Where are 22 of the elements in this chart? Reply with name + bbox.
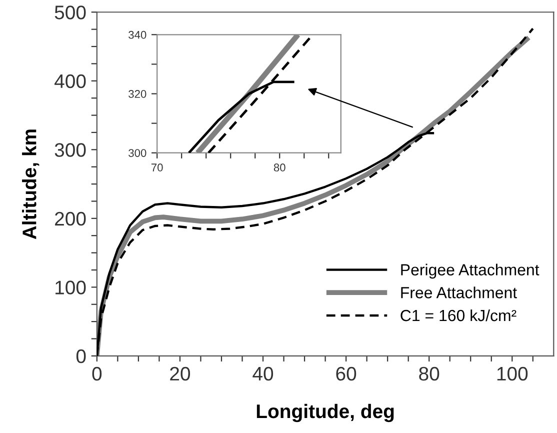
x-tick-label: 80 [274,164,286,172]
x-tick-label: 20 [170,366,190,381]
legend-label: C1 = 160 kJ/cm² [400,309,516,322]
y-tick-label: 340 [128,30,146,39]
y-axis-title: Altitude, km [22,130,40,240]
x-tick-label: 60 [336,366,356,381]
x-axis-title: Longitude, deg [256,404,394,422]
x-tick-label: 0 [92,366,102,381]
y-tick-label: 300 [128,149,146,157]
y-tick-label: 200 [55,212,86,226]
x-tick-label: 100 [497,366,528,381]
x-tick-label: 70 [151,164,163,172]
x-tick-label: 80 [419,366,440,381]
y-tick-label: 500 [54,6,86,20]
y-tick-label: 320 [128,90,146,98]
y-tick-label: 400 [54,74,86,88]
y-tick-label: 0 [76,349,86,364]
legend-label: Free Attachment [401,286,517,298]
y-tick-label: 100 [56,280,86,294]
y-tick-label: 300 [54,143,86,157]
x-tick-label: 40 [252,366,274,381]
legend-label: Perigee Attachment [401,264,540,279]
